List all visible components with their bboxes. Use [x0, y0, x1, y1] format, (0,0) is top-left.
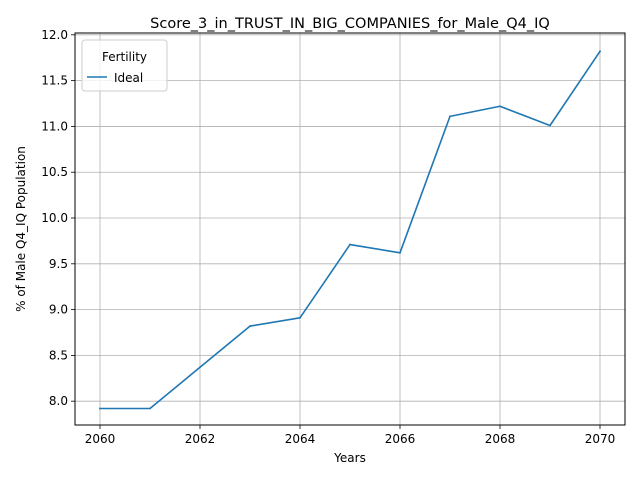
x-tick-label: 2062 [185, 432, 216, 446]
x-tick-label: 2064 [285, 432, 316, 446]
y-axis-label: % of Male Q4_IQ Population [14, 146, 28, 312]
y-tick-label: 8.5 [49, 348, 68, 362]
data-point [399, 251, 401, 254]
legend: Fertility Ideal [81, 39, 168, 92]
grid [75, 33, 625, 425]
legend-box [81, 39, 168, 92]
data-point [349, 243, 351, 246]
data-point [199, 366, 201, 369]
data-point [299, 316, 301, 319]
x-tick-label: 2060 [85, 432, 116, 446]
series-layer [99, 50, 602, 410]
data-point [249, 325, 251, 327]
x-tick-label: 2068 [485, 432, 516, 446]
y-tick-label: 11.5 [41, 74, 68, 88]
data-point [599, 50, 601, 53]
data-point [549, 124, 551, 127]
x-axis: 2060 2062 2064 2066 2068 2070 [85, 425, 616, 446]
chart-title: Score_3_in_TRUST_IN_BIG_COMPANIES_for_Ma… [150, 16, 550, 32]
data-point [499, 105, 501, 108]
plot-frame [74, 32, 626, 426]
y-tick-label: 11.0 [41, 119, 68, 133]
x-axis-label: Years [333, 451, 366, 465]
y-tick-label: 9.5 [49, 257, 68, 271]
x-tick-label: 2070 [585, 432, 616, 446]
legend-title: Fertility [102, 50, 147, 64]
y-tick-label: 10.0 [41, 211, 68, 225]
x-tick-label: 2066 [385, 432, 416, 446]
data-point [149, 407, 151, 410]
y-tick-label: 12.0 [41, 28, 68, 42]
y-tick-label: 9.0 [49, 303, 68, 317]
y-axis: 8.0 8.5 9.0 9.5 10.0 10.5 11.0 11.5 12.0 [41, 28, 75, 408]
y-tick-label: 8.0 [49, 394, 68, 408]
y-tick-label: 10.5 [41, 165, 68, 179]
data-point [99, 407, 101, 410]
data-point [449, 115, 451, 118]
legend-label-ideal: Ideal [114, 71, 143, 85]
